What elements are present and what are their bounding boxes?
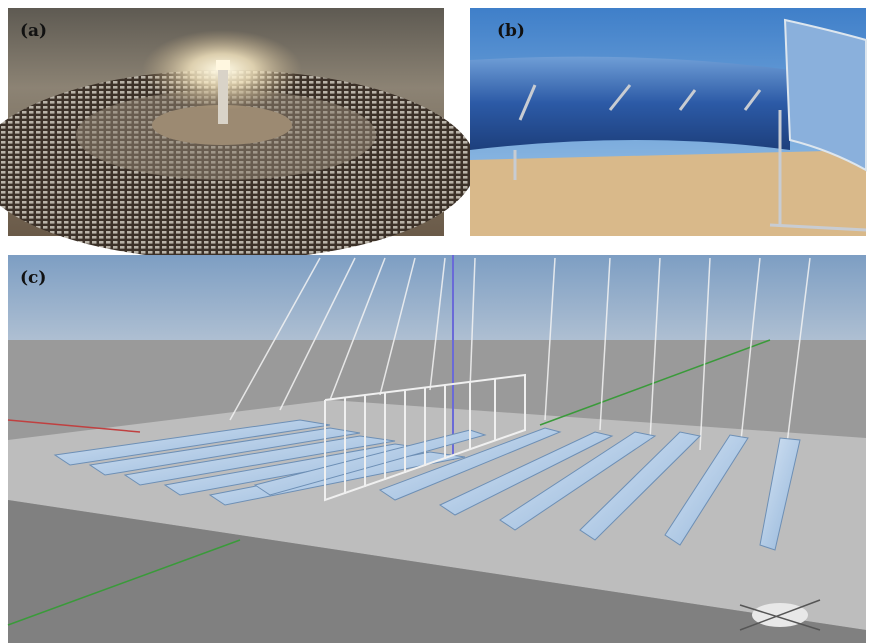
- supports: [513, 84, 867, 232]
- panel-b: (b): [470, 8, 867, 236]
- tower: [218, 62, 228, 124]
- ground-plane: [8, 400, 866, 630]
- receiver: [216, 60, 230, 70]
- rays: [229, 257, 811, 461]
- reflector-rows: [53, 419, 801, 551]
- axis-y-far: [539, 339, 771, 426]
- compass: [739, 599, 821, 631]
- panel-label: (c): [20, 268, 46, 288]
- panel-c: (c): [7, 255, 866, 643]
- trough-mirror: [470, 56, 790, 150]
- panel-label: (b): [497, 21, 525, 41]
- receiver-frame: [324, 373, 526, 502]
- ground-edge: [8, 500, 866, 643]
- panel-a: (a): [0, 8, 476, 260]
- center-ground: [152, 105, 292, 145]
- panel-label: (a): [20, 21, 47, 41]
- sand: [470, 150, 866, 236]
- trough-mirror-front: [783, 18, 867, 172]
- axis-x: [7, 419, 141, 433]
- axis-y: [7, 539, 241, 626]
